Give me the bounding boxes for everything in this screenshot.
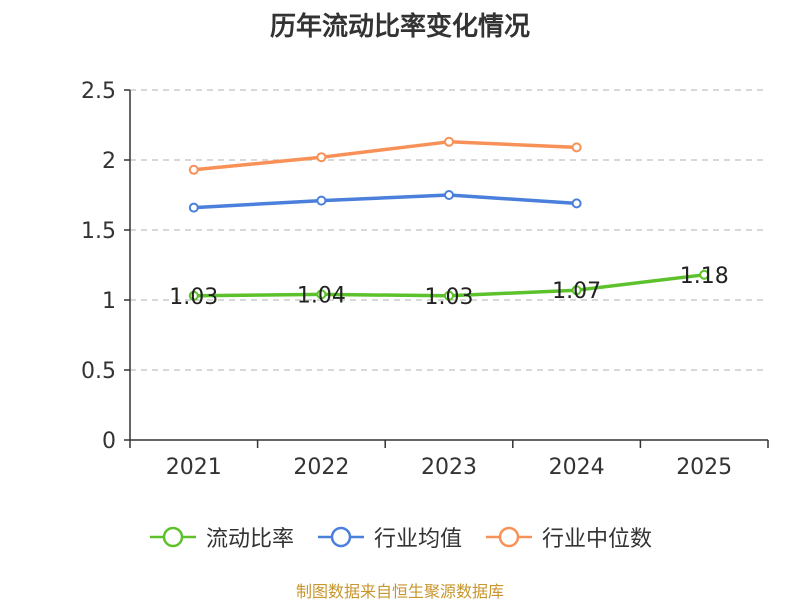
legend-label: 行业均值 (373, 527, 462, 552)
data-point (188, 290, 199, 301)
x-tick-label: 2025 (676, 455, 732, 480)
y-tick-label: 1 (102, 289, 116, 314)
y-tick-label: 0.5 (81, 359, 116, 384)
y-tick-label: 2 (102, 149, 116, 174)
legend: 流动比率 行业均值 行业中位数 (0, 520, 800, 554)
x-tick-label: 2023 (421, 455, 477, 480)
series-line (192, 140, 579, 172)
data-point (571, 285, 582, 296)
data-point (571, 142, 582, 153)
data-label: 1.07 (552, 279, 601, 304)
legend-swatch-icon (317, 526, 364, 548)
y-tick-label: 1.5 (81, 219, 116, 244)
legend-label: 行业中位数 (542, 527, 653, 552)
y-tick-label: 0 (102, 429, 116, 454)
legend-swatch-marker (498, 526, 520, 548)
data-point (444, 136, 454, 147)
legend-item[interactable]: 行业中位数 (484, 521, 652, 553)
series-lines (188, 136, 710, 301)
legend-swatch-marker (330, 526, 352, 548)
data-point (699, 269, 710, 280)
x-tick-label: 2021 (166, 455, 222, 480)
y-tick-label: 2.5 (81, 79, 116, 104)
data-point (571, 198, 582, 209)
legend-label: 流动比率 (205, 527, 294, 552)
data-point (316, 195, 327, 206)
data-point (316, 152, 327, 163)
series-line (192, 193, 579, 210)
axes: 0 0.5 1 1.5 2 2.5 2021 2022 2023 2024 2025 (81, 79, 769, 480)
data-labels: 1.03 1.04 1.03 1.07 1.18 (169, 264, 728, 310)
data-point (316, 289, 327, 300)
data-label: 1.04 (297, 283, 346, 308)
data-point (188, 164, 199, 175)
legend-swatch-icon (149, 526, 196, 548)
legend-swatch-marker (162, 526, 184, 548)
legend-item[interactable]: 流动比率 (148, 521, 294, 553)
data-point (444, 290, 454, 301)
data-label: 1.03 (425, 285, 474, 310)
legend-swatch-icon (486, 526, 532, 548)
data-point (188, 202, 199, 213)
data-label: 1.18 (680, 264, 729, 289)
grid-lines (130, 89, 768, 371)
data-point (444, 190, 454, 200)
chart-title: 历年流动比率变化情况 (269, 12, 530, 42)
source-note: 制图数据来自恒生聚源数据库 (295, 582, 504, 601)
x-tick-label: 2024 (549, 455, 605, 480)
data-label: 1.03 (169, 285, 218, 310)
legend-item[interactable]: 行业均值 (316, 521, 462, 553)
x-tick-label: 2022 (293, 455, 349, 480)
